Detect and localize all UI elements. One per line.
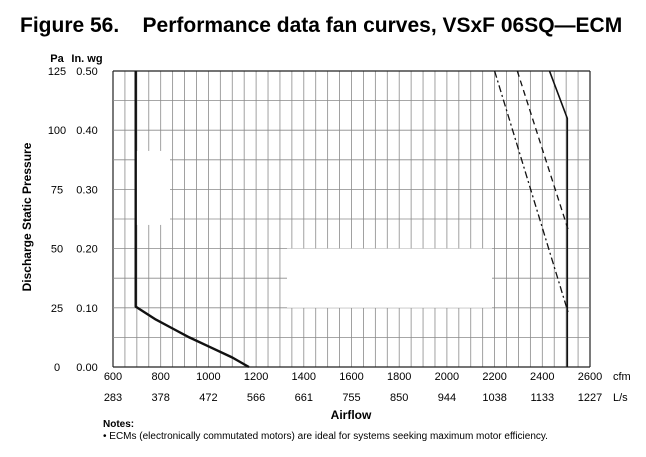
x-tick-label-cfm: 1400 xyxy=(292,371,316,383)
series-group xyxy=(134,70,570,369)
x-tick-label-cfm: 2000 xyxy=(435,371,459,383)
x-tick-label-ls: 850 xyxy=(390,392,408,404)
x-tick-label-ls: 1227 xyxy=(578,392,602,404)
x-tick-label-cfm: 1200 xyxy=(244,371,268,383)
blank-label-area xyxy=(136,150,170,225)
x-tick-label-cfm: 1800 xyxy=(387,371,411,383)
x-axis-title: Airflow xyxy=(331,408,372,422)
x-tick-label-ls: 566 xyxy=(247,392,265,404)
x-tick-label-ls: 944 xyxy=(438,392,456,404)
y-tick-label-inwg: 0.30 xyxy=(76,184,97,196)
x-tick-label-cfm: 1000 xyxy=(196,371,220,383)
y-tick-labels: 0 0.00 25 0.10 50 0.20 75 0.30 100 0.40 125 0.50 xyxy=(48,66,98,374)
fan-curve-line-2 xyxy=(493,70,570,314)
grid xyxy=(112,70,591,368)
x-tick-label-cfm: 1600 xyxy=(339,371,363,383)
x-tick-label-ls: 1038 xyxy=(482,392,506,404)
y-tick-label-pa: 75 xyxy=(51,184,63,196)
blank-label-area xyxy=(287,248,492,308)
y-tick-label-pa: 50 xyxy=(51,244,63,256)
fan-curve-line-4 xyxy=(548,70,569,367)
y-tick-label-pa: 25 xyxy=(51,303,63,315)
x-tick-label-cfm: 2600 xyxy=(578,371,602,383)
x-tick-label-cfm: 600 xyxy=(104,371,122,383)
x-tick-label-cfm: 2200 xyxy=(482,371,506,383)
notes-heading: Notes: xyxy=(103,419,134,430)
y-unit-secondary: Pa xyxy=(50,53,64,65)
x-tick-labels: 600 283 800 378 1000 472 1200 566 1400 661 1600 755… xyxy=(104,371,602,404)
y-tick-label-pa: 100 xyxy=(48,125,66,137)
y-tick-label-inwg: 0.40 xyxy=(76,125,97,137)
y-tick-label-pa: 125 xyxy=(48,66,66,78)
y-tick-label-inwg: 0.10 xyxy=(76,303,97,315)
y-tick-label-inwg: 0.20 xyxy=(76,244,97,256)
x-unit-secondary: L/s xyxy=(613,392,628,404)
y-tick-label-pa: 0 xyxy=(54,362,60,374)
x-tick-label-ls: 378 xyxy=(152,392,170,404)
note-item: • ECMs (electronically commutated motors… xyxy=(103,431,548,442)
x-tick-label-ls: 472 xyxy=(199,392,217,404)
label-mask-areas xyxy=(136,150,492,308)
x-unit-primary: cfm xyxy=(613,371,631,383)
y-tick-label-inwg: 0.50 xyxy=(76,66,97,78)
x-tick-label-ls: 283 xyxy=(104,392,122,404)
x-tick-label-ls: 1133 xyxy=(530,392,554,404)
y-axis-title: Discharge Static Pressure xyxy=(20,142,34,291)
fan-curve-line-1 xyxy=(134,71,250,369)
y-unit-primary: In. wg xyxy=(71,53,102,65)
x-tick-label-ls: 661 xyxy=(295,392,313,404)
y-tick-label-inwg: 0.00 xyxy=(76,362,97,374)
x-tick-label-ls: 755 xyxy=(342,392,360,404)
x-tick-label-cfm: 800 xyxy=(152,371,170,383)
fan-curve-line-3 xyxy=(516,70,570,231)
chart-title: Figure 56. Performance data fan curves, … xyxy=(20,14,622,37)
x-tick-label-cfm: 2400 xyxy=(530,371,554,383)
